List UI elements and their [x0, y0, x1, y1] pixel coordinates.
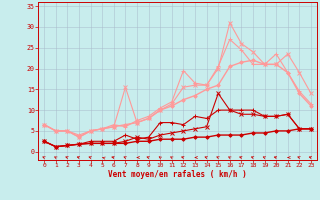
X-axis label: Vent moyen/en rafales ( km/h ): Vent moyen/en rafales ( km/h ) [108, 170, 247, 179]
